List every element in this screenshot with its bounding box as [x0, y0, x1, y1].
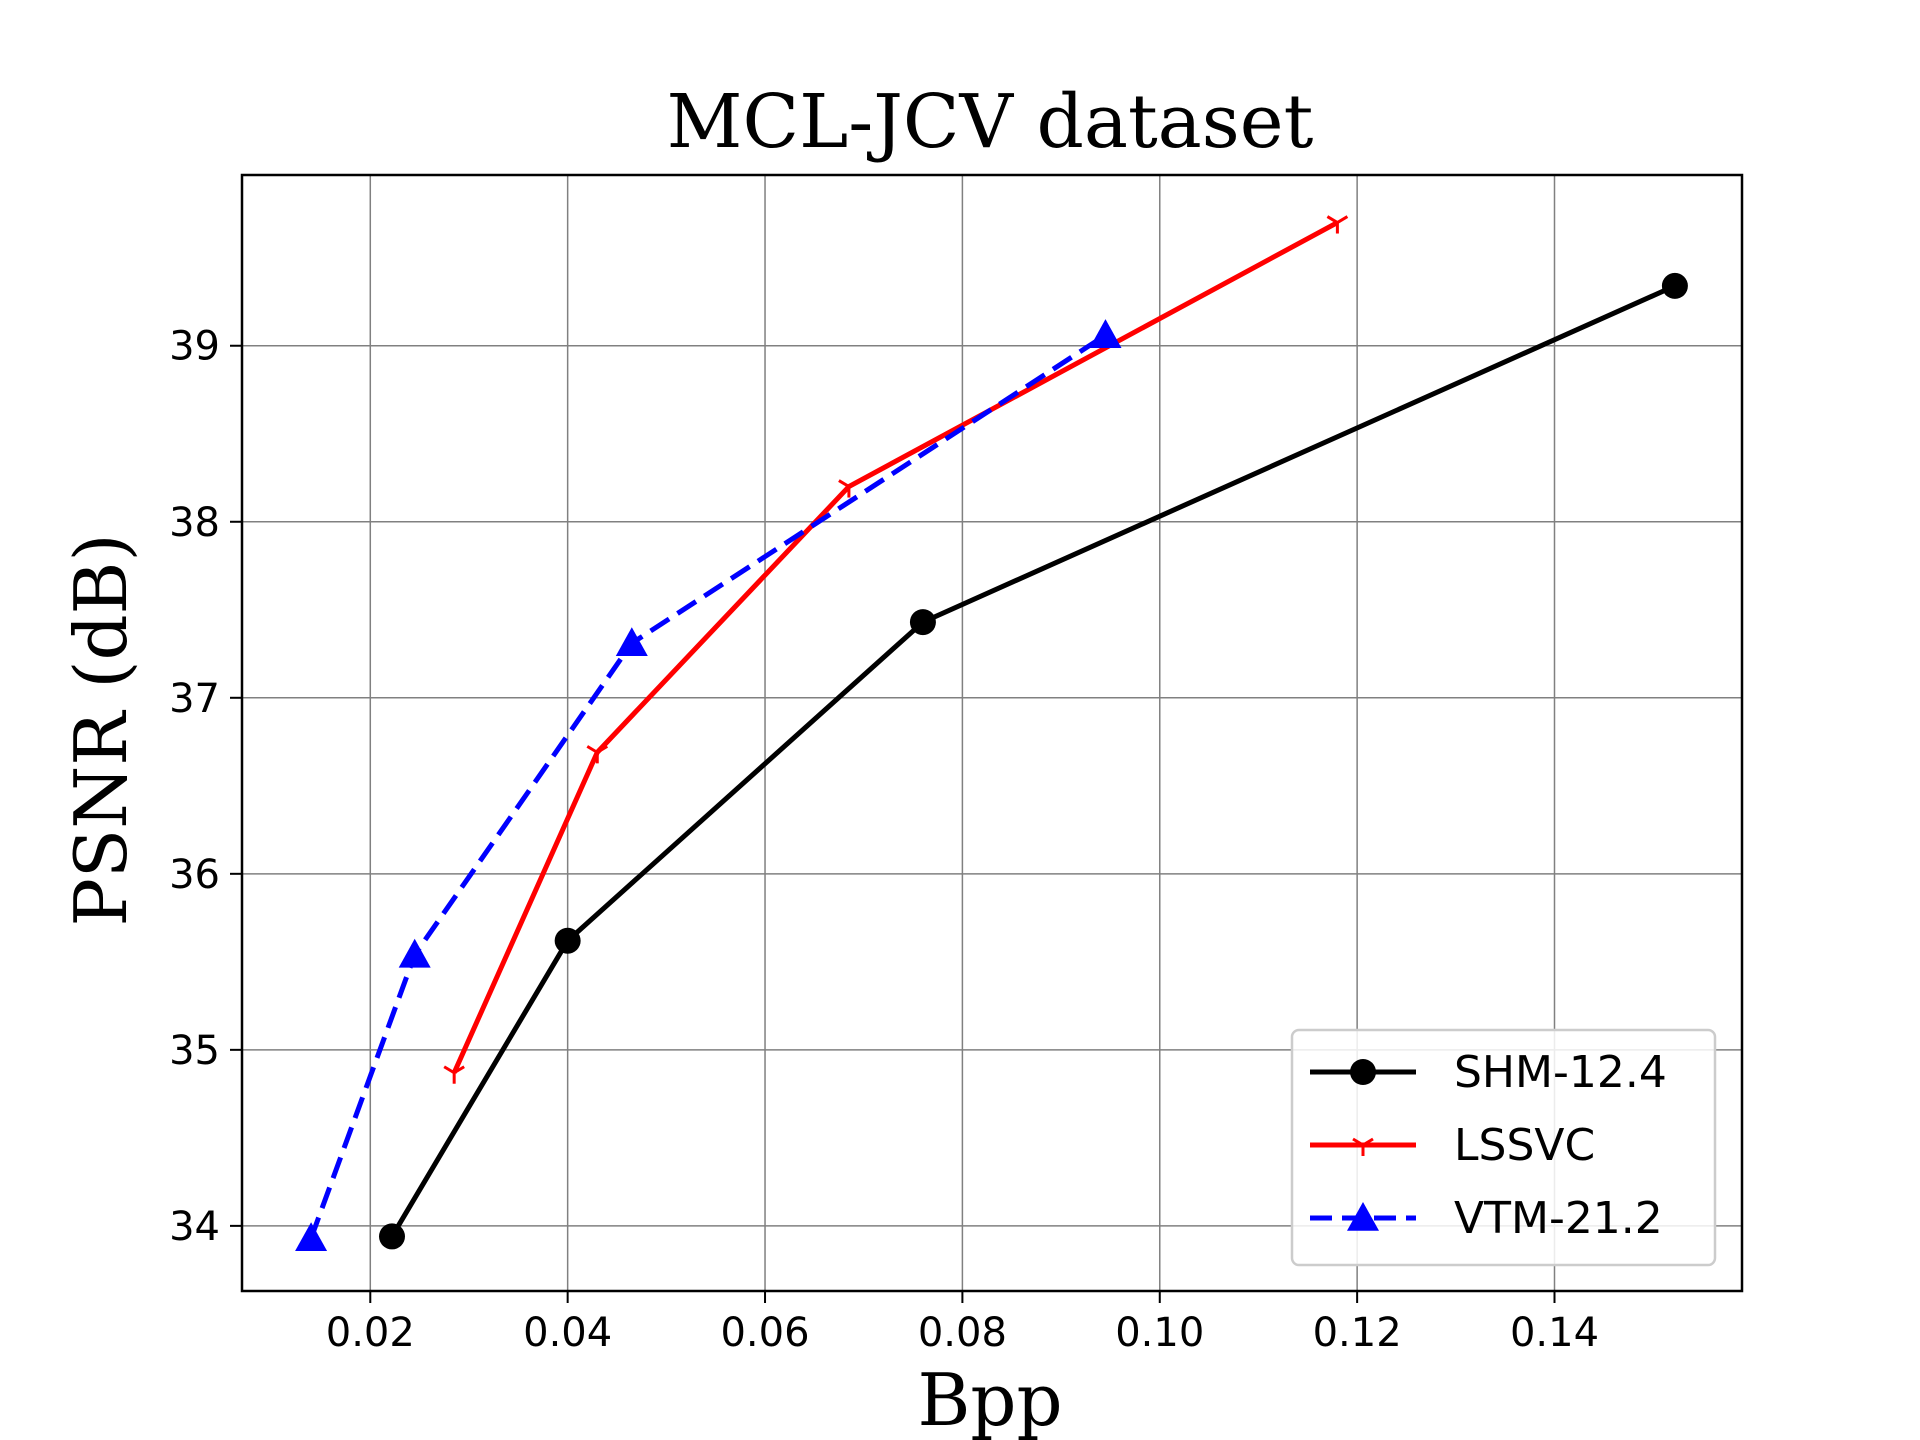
legend-box — [1290, 1028, 1717, 1267]
tri-marker-stroke — [1352, 1137, 1364, 1147]
series-shm-12-4 — [379, 272, 1688, 1250]
series-lines — [295, 215, 1688, 1251]
plot-area-frame — [240, 173, 1744, 1293]
data-point-shm-12-4 — [554, 927, 581, 954]
data-point-lssvc — [586, 745, 609, 764]
data-point-vtm-21-2 — [1089, 319, 1122, 348]
tri-marker-stroke — [586, 745, 599, 754]
data-point-lssvc — [838, 479, 860, 498]
x-tick-label: 0.14 — [1510, 1310, 1599, 1356]
legend-swatch-marker — [1350, 1059, 1376, 1085]
grid — [242, 175, 1742, 1291]
legend-item-vtm-21-2: VTM-21.2 — [1310, 1193, 1663, 1244]
tri-marker-stroke — [443, 1065, 455, 1075]
y-tick-label: 34 — [169, 1204, 220, 1250]
tri-marker-stroke — [1362, 1137, 1374, 1147]
legend-label: LSSVC — [1454, 1120, 1595, 1171]
tri-marker-stroke — [596, 745, 609, 754]
data-point-vtm-21-2 — [295, 1222, 328, 1251]
legend-label: VTM-21.2 — [1454, 1193, 1663, 1244]
series-line-shm-12-4 — [389, 283, 1676, 1238]
tri-marker-stroke — [838, 479, 850, 488]
data-point-lssvc — [1326, 215, 1349, 234]
series-vtm-21-2 — [295, 319, 1122, 1251]
x-axis-label: Bpp — [917, 1358, 1062, 1440]
y-tick-label: 37 — [169, 676, 220, 722]
tri-marker-stroke — [453, 1065, 465, 1075]
legend-item-shm-12-4: SHM-12.4 — [1310, 1047, 1667, 1098]
legend-item-lssvc: LSSVC — [1310, 1120, 1595, 1171]
legend-swatch-marker — [1347, 1202, 1379, 1231]
series-line-vtm-21-2 — [308, 333, 1107, 1240]
data-point-vtm-21-2 — [615, 627, 648, 657]
chart-title: MCL-JCV dataset — [667, 79, 1314, 165]
tri-marker-stroke — [1326, 215, 1339, 224]
y-tick-label: 38 — [169, 500, 220, 546]
x-tick-label: 0.06 — [720, 1310, 809, 1356]
data-point-shm-12-4 — [1661, 272, 1688, 299]
axis-ticks: 0.02 0.04 0.06 0.08 0.10 0.12 0.14 34 35 36 37 38 39 — [169, 324, 1599, 1356]
x-tick-label: 0.02 — [326, 1310, 415, 1356]
tri-marker-stroke — [1336, 215, 1349, 224]
data-point-shm-12-4 — [379, 1223, 405, 1250]
legend: SHM-12.4 LSSVC VTM-21.2 — [1290, 1028, 1717, 1267]
y-axis-label: PSNR (dB) — [59, 533, 143, 926]
x-tick-label: 0.04 — [523, 1310, 612, 1356]
legend-swatch-marker — [1352, 1137, 1374, 1156]
legend-label: SHM-12.4 — [1454, 1047, 1667, 1098]
tri-marker-stroke — [848, 479, 860, 488]
x-tick-label: 0.12 — [1313, 1310, 1402, 1356]
y-tick-label: 35 — [169, 1028, 220, 1074]
data-point-vtm-21-2 — [398, 938, 431, 968]
series-line-lssvc — [451, 220, 1339, 1074]
y-tick-label: 39 — [169, 324, 220, 370]
y-tick-label: 36 — [169, 852, 220, 898]
x-tick-label: 0.10 — [1115, 1310, 1204, 1356]
data-point-lssvc — [443, 1065, 465, 1084]
data-point-shm-12-4 — [909, 609, 936, 636]
x-tick-label: 0.08 — [918, 1310, 1007, 1356]
series-lssvc — [443, 215, 1349, 1084]
